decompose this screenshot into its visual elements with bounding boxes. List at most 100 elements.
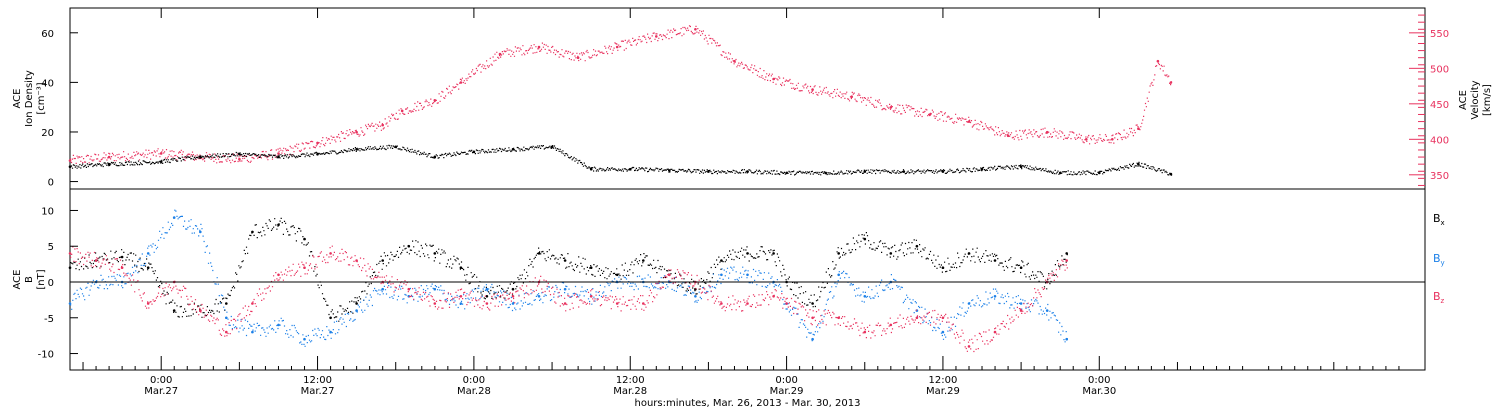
bx-series-point [120, 255, 124, 259]
velocity-series-point [1111, 138, 1114, 141]
bz-series-point [720, 302, 723, 305]
bx-series-point [993, 259, 997, 262]
bx-series-point [511, 287, 515, 291]
density-series-point [1137, 162, 1140, 166]
by-series-trace [70, 209, 1068, 347]
velocity-series-point [107, 155, 111, 159]
top-panel-frame [69, 7, 1426, 190]
xtick-date-label: Mar.28 [457, 386, 491, 397]
velocity-series-point [355, 130, 358, 134]
density-series-point [199, 155, 202, 159]
bz-series-point [615, 302, 619, 305]
bz-series-point [225, 330, 228, 334]
bx-series-point [642, 259, 645, 262]
velocity-series-point [537, 45, 541, 49]
xtick-time-label: 0:00 [150, 375, 172, 386]
density-series-point [707, 170, 710, 173]
bx-series-point [811, 302, 814, 305]
velocity-series-point [928, 113, 932, 116]
xtick-time-label: 0:00 [1088, 375, 1110, 386]
density-series-point [355, 148, 358, 151]
velocity-series-point [655, 35, 658, 38]
density-series-point [589, 167, 593, 171]
bz-series-point [303, 266, 306, 270]
velocity-series-point [694, 28, 697, 31]
xtick-date-label: Mar.27 [301, 386, 335, 397]
by-series-point [941, 330, 945, 334]
bx-series-point [433, 252, 437, 255]
b-ytick-label: -10 [38, 350, 54, 361]
density-series-point [511, 148, 515, 151]
by-series-point [511, 302, 515, 305]
density-series-point [394, 145, 398, 149]
velocity-series-point [400, 109, 404, 113]
by-series-point [967, 302, 971, 305]
by-series-point [563, 287, 567, 291]
bz-series-point [837, 316, 840, 320]
bx-series-point [941, 266, 945, 270]
bz-series-point [485, 302, 489, 305]
bx-series-point [1065, 252, 1068, 255]
bz-series-point [772, 295, 775, 298]
legend-bz: Bz [1433, 290, 1445, 305]
velocity-series-point [238, 157, 241, 161]
velocity-series-point [316, 141, 319, 145]
bx-series-point [329, 316, 332, 320]
by-series-point [355, 309, 358, 312]
velocity-series-point [1137, 127, 1140, 130]
bx-series-point [915, 244, 919, 248]
bx-series-point [172, 309, 176, 312]
density-ytick-label: 0 [48, 178, 54, 189]
velocity-series-point [381, 123, 385, 127]
bx-series-point [837, 252, 840, 255]
bx-series-trace [70, 217, 1068, 322]
velocity-series-point [1169, 81, 1173, 84]
bx-series-point [537, 252, 541, 255]
bx-series-point [967, 252, 971, 255]
legend-subscript: y [1441, 259, 1445, 267]
by-series-point [172, 216, 176, 219]
b-axis-title: ACE [12, 270, 23, 290]
by-series-point [811, 337, 814, 341]
velocity-axis-title: [km/s] [1482, 84, 1493, 116]
by-series-point [381, 287, 385, 291]
by-series-point [225, 316, 228, 320]
by-series-point [537, 295, 541, 298]
density-series-point [785, 171, 788, 175]
density-series-trace [70, 144, 1173, 176]
xtick-date-label: Mar.27 [144, 386, 178, 397]
by-series-point [199, 230, 202, 234]
density-ytick-label: 40 [41, 78, 54, 89]
bx-series-point [459, 266, 463, 270]
bz-series-point [199, 309, 202, 312]
density-series-point [980, 167, 984, 171]
density-series-point [1058, 171, 1062, 175]
velocity-series-point [733, 59, 736, 63]
by-series-point [746, 273, 749, 277]
bx-series-point [146, 266, 150, 270]
xtick-date-label: Mar.29 [926, 386, 960, 397]
velocity-series-point [433, 99, 437, 102]
bz-series-point [589, 295, 593, 298]
b-ytick-label: 0 [48, 278, 54, 289]
bz-series-point [889, 323, 893, 327]
by-series-point [863, 295, 867, 298]
bz-series-point [407, 287, 411, 291]
velocity-ytick-label: 400 [1430, 135, 1449, 146]
density-series-point [668, 169, 671, 172]
velocity-series-point [576, 56, 580, 59]
bz-series-point [993, 330, 997, 334]
bz-series-point [668, 273, 671, 277]
bx-series-point [277, 223, 280, 227]
bz-series-point [1019, 309, 1023, 312]
density-series-point [1169, 172, 1173, 176]
bz-series-point [746, 302, 749, 305]
by-series-point [1045, 309, 1049, 312]
by-series-point [329, 330, 332, 334]
bz-series-point [94, 259, 98, 262]
xtick-time-label: 12:00 [616, 375, 645, 386]
bx-series-point [381, 259, 385, 262]
density-series-point [316, 153, 319, 156]
bottom-panel-frame [69, 188, 1426, 371]
